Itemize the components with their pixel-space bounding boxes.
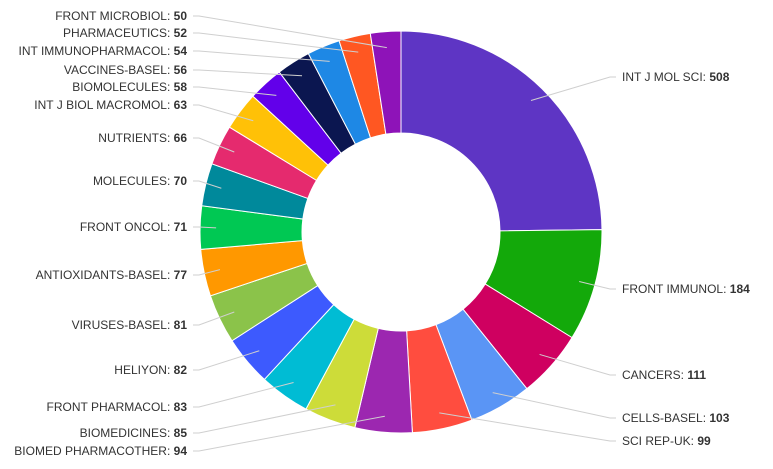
label-name: FRONT IMMUNOL: xyxy=(622,282,730,296)
label-cells-basel: CELLS-BASEL: 103 xyxy=(622,411,730,425)
label-name: FRONT MICROBIOL: xyxy=(55,9,173,23)
label-value: 103 xyxy=(709,411,729,425)
leader-line-front-pharmacol xyxy=(193,382,294,408)
label-value: 508 xyxy=(709,70,729,84)
label-value: 70 xyxy=(174,174,188,188)
label-name: PHARMACEUTICS: xyxy=(63,26,174,40)
label-int-immunopharmacol: INT IMMUNOPHARMACOL: 54 xyxy=(19,44,188,58)
label-name: BIOMED PHARMACOTHER: xyxy=(14,444,173,458)
label-name: NUTRIENTS: xyxy=(98,131,173,145)
label-name: CELLS-BASEL: xyxy=(622,411,709,425)
leader-line-sci-rep-uk xyxy=(439,412,616,442)
label-value: 111 xyxy=(687,368,706,382)
slice-front-microbiol[interactable] xyxy=(369,30,402,135)
label-biomolecules: BIOMOLECULES: 58 xyxy=(72,80,187,94)
leader-line-group xyxy=(193,15,616,452)
label-value: 85 xyxy=(174,426,188,440)
leader-line-molecules xyxy=(193,180,222,189)
label-name: BIOMEDICINES: xyxy=(80,426,174,440)
leader-line-biomolecules xyxy=(193,86,277,96)
label-name: VIRUSES-BASEL: xyxy=(72,318,174,332)
leader-line-int-j-biol-macromol xyxy=(193,104,254,122)
leader-line-biomedicines xyxy=(193,404,336,434)
label-name: INT J BIOL MACROMOL: xyxy=(34,98,173,112)
label-front-microbiol: FRONT MICROBIOL: 50 xyxy=(55,9,187,23)
leader-line-biomed-pharmacother xyxy=(193,415,385,452)
label-value: 56 xyxy=(174,63,188,77)
label-vaccines-basel: VACCINES-BASEL: 56 xyxy=(64,63,187,77)
leader-line-front-immunol xyxy=(579,280,616,290)
label-value: 50 xyxy=(174,9,188,23)
label-value: 81 xyxy=(174,318,188,332)
label-sci-rep-uk: SCI REP-UK: 99 xyxy=(622,434,711,448)
label-front-pharmacol: FRONT PHARMACOL: 83 xyxy=(47,400,188,414)
label-value: 52 xyxy=(174,26,188,40)
leader-line-int-j-mol-sci xyxy=(530,76,616,101)
leader-line-pharmaceutics xyxy=(193,32,359,53)
leader-line-front-microbiol xyxy=(193,15,387,49)
label-nutrients: NUTRIENTS: 66 xyxy=(98,131,187,145)
label-front-immunol: FRONT IMMUNOL: 184 xyxy=(622,282,750,296)
slice-group xyxy=(199,30,603,434)
label-name: FRONT ONCOL: xyxy=(80,220,174,234)
label-heliyon: HELIYON: 82 xyxy=(114,363,187,377)
label-value: 58 xyxy=(174,80,188,94)
leader-line-cells-basel xyxy=(492,392,616,419)
label-value: 54 xyxy=(174,44,188,58)
slice-int-j-mol-sci[interactable] xyxy=(400,30,603,232)
label-name: FRONT PHARMACOL: xyxy=(47,400,174,414)
label-name: HELIYON: xyxy=(114,363,173,377)
label-molecules: MOLECULES: 70 xyxy=(93,174,187,188)
label-value: 63 xyxy=(174,98,188,112)
label-name: ANTIOXIDANTS-BASEL: xyxy=(36,268,174,282)
label-name: BIOMOLECULES: xyxy=(72,80,173,94)
leader-line-antioxidants-basel xyxy=(193,269,221,276)
label-name: SCI REP-UK: xyxy=(622,434,697,448)
leader-line-cancers xyxy=(539,353,616,376)
label-name: INT IMMUNOPHARMACOL: xyxy=(19,44,174,58)
leader-line-front-oncol xyxy=(193,226,217,229)
label-value: 71 xyxy=(174,220,188,234)
label-value: 94 xyxy=(174,444,188,458)
label-name: VACCINES-BASEL: xyxy=(64,63,174,77)
leader-line-int-immunopharmacol xyxy=(193,50,330,62)
label-biomed-pharmacother: BIOMED PHARMACOTHER: 94 xyxy=(14,444,187,458)
label-int-j-biol-macromol: INT J BIOL MACROMOL: 63 xyxy=(34,98,187,112)
label-value: 77 xyxy=(174,268,188,282)
label-pharmaceutics: PHARMACEUTICS: 52 xyxy=(63,26,187,40)
label-value: 66 xyxy=(174,131,188,145)
label-value: 82 xyxy=(174,363,188,377)
label-antioxidants-basel: ANTIOXIDANTS-BASEL: 77 xyxy=(36,268,188,282)
label-group: INT J MOL SCI: 508 FRONT IMMUNOL: 184 CANC… xyxy=(14,9,750,458)
leader-line-viruses-basel xyxy=(193,311,235,326)
label-value: 83 xyxy=(174,400,188,414)
label-biomedicines: BIOMEDICINES: 85 xyxy=(80,426,188,440)
label-cancers: CANCERS: 111 xyxy=(622,368,706,382)
leader-line-nutrients xyxy=(193,137,235,153)
label-front-oncol: FRONT ONCOL: 71 xyxy=(80,220,187,234)
label-name: INT J MOL SCI: xyxy=(622,70,709,84)
leader-line-vaccines-basel xyxy=(193,69,303,77)
label-name: CANCERS: xyxy=(622,368,687,382)
label-value: 99 xyxy=(697,434,711,448)
label-viruses-basel: VIRUSES-BASEL: 81 xyxy=(72,318,188,332)
label-value: 184 xyxy=(730,282,750,296)
label-name: MOLECULES: xyxy=(93,174,174,188)
leader-line-heliyon xyxy=(193,350,260,371)
label-int-j-mol-sci: INT J MOL SCI: 508 xyxy=(622,70,730,84)
